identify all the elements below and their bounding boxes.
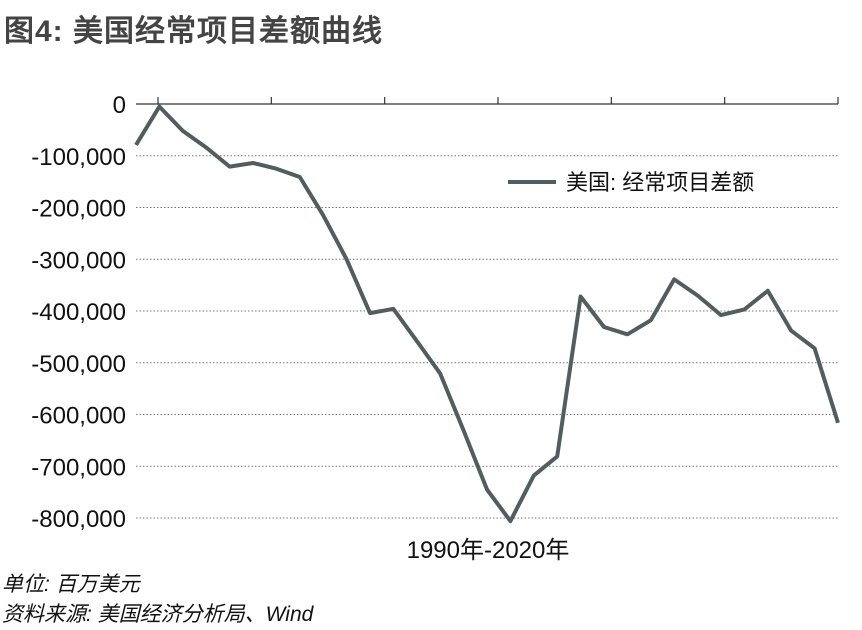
series-layer <box>134 104 840 524</box>
y-tick-label: 0 <box>113 92 126 119</box>
source-note: 资料来源: 美国经济分析局、Wind <box>2 603 314 626</box>
chart-title: 图4: 美国经常项目差额曲线 <box>4 15 384 48</box>
series-line <box>134 104 840 524</box>
y-tick-label-layer: 0 -100,000 -200,000 -300,000 -400,000 -500,00… <box>31 92 126 533</box>
y-tick-label: -100,000 <box>31 144 126 171</box>
unit-note: 单位: 百万美元 <box>2 573 140 596</box>
legend: 美国: 经常项目差额 <box>508 170 754 195</box>
y-tick-label: -700,000 <box>31 454 126 481</box>
y-tick-label: -400,000 <box>31 299 126 326</box>
x-axis-label: 1990年-2020年 <box>407 537 570 564</box>
y-tick-label: -500,000 <box>31 351 126 378</box>
legend-label: 美国: 经常项目差额 <box>566 170 754 195</box>
y-tick-label: -300,000 <box>31 247 126 274</box>
grid-layer <box>136 155 838 519</box>
y-tick-label: -200,000 <box>31 196 126 223</box>
x-tick-layer <box>136 97 839 105</box>
y-tick-label: -800,000 <box>31 506 126 533</box>
y-tick-label: -600,000 <box>31 403 126 430</box>
